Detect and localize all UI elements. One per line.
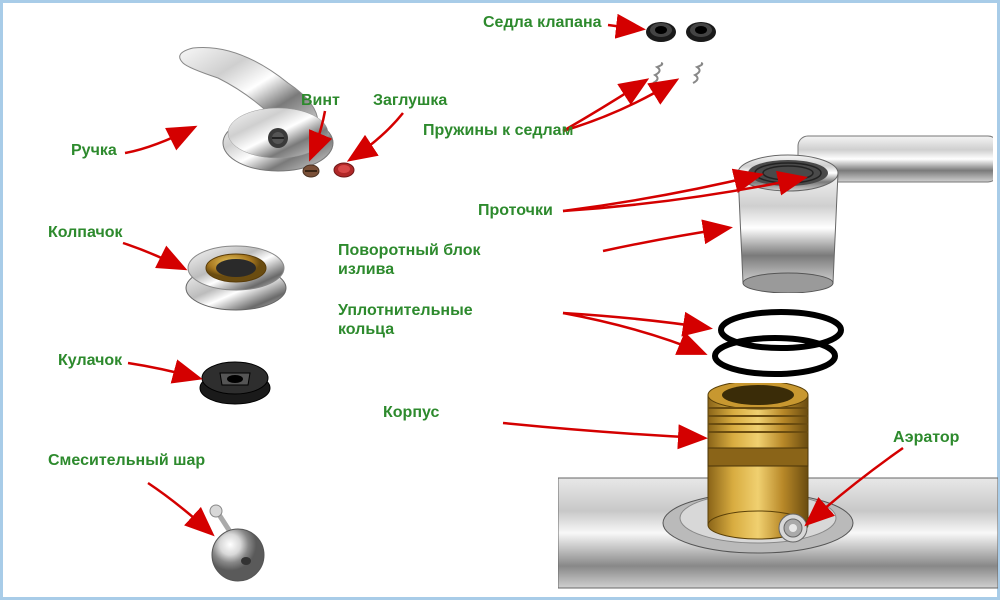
label-body: Корпус bbox=[383, 403, 439, 422]
label-aerator: Аэратор bbox=[893, 428, 959, 447]
label-valve-seats: Седла клапана bbox=[483, 13, 602, 32]
label-springs: Пружины к седлам bbox=[423, 121, 573, 140]
label-o-rings: Уплотнительные кольца bbox=[338, 301, 473, 339]
label-plug: Заглушка bbox=[373, 91, 447, 110]
valve-seats-part bbox=[643, 18, 723, 46]
cam-part bbox=[198, 353, 273, 408]
body-base-part bbox=[558, 383, 998, 598]
handle-part bbox=[168, 43, 358, 178]
label-cam: Кулачок bbox=[58, 351, 122, 370]
label-spout-block: Поворотный блок излива bbox=[338, 241, 480, 279]
o-rings-part bbox=[703, 308, 853, 378]
label-cap: Колпачок bbox=[48, 223, 123, 242]
label-grooves: Проточки bbox=[478, 201, 553, 220]
label-screw: Винт bbox=[301, 91, 340, 110]
label-handle: Ручка bbox=[71, 141, 117, 160]
screw-part bbox=[301, 161, 321, 181]
spout-part bbox=[703, 118, 993, 293]
springs-part bbox=[643, 61, 723, 89]
mixing-ball-part bbox=[198, 503, 268, 583]
cap-part bbox=[181, 233, 291, 313]
plug-part bbox=[333, 161, 355, 179]
label-mixing-ball: Смесительный шар bbox=[48, 451, 205, 470]
